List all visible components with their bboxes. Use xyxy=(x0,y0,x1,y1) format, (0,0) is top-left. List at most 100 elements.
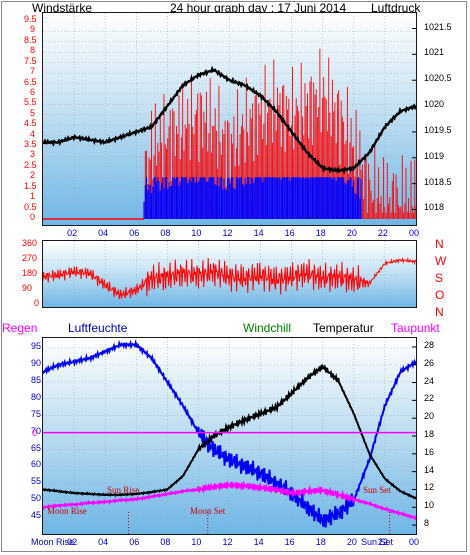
bottom-x-tick-label: 06 xyxy=(129,537,140,547)
wind-direction-plot xyxy=(43,241,416,307)
windchill-legend: Windchill xyxy=(243,321,292,335)
pressure-line xyxy=(43,65,416,175)
bottom-x-tick-label: 16 xyxy=(284,537,295,547)
wind-direction-panel xyxy=(42,240,417,308)
compass-letter: N xyxy=(435,237,444,251)
sun-set-label: Sun Set xyxy=(363,485,391,495)
humidity-temperature-plot: Moon Rise Sun Rise Moon Set Sun Set xyxy=(43,338,416,534)
top-x-tick-label: 18 xyxy=(315,228,326,238)
humidity-tick-label: 85 xyxy=(31,374,42,385)
pressure-tick-label: 1021 xyxy=(424,47,445,58)
pressure-tick-label: 1019 xyxy=(424,150,445,161)
wind-tick-label: 5 xyxy=(30,107,36,118)
humidity-tick-label: 95 xyxy=(31,341,42,352)
humidity-tick-label: 80 xyxy=(31,391,42,402)
humidity-tick-label: 50 xyxy=(31,493,42,504)
bottom-x-tick-label: 22 xyxy=(377,537,388,547)
wind-tick-label: 5.5 xyxy=(24,97,37,108)
wind-tick-label: 1.5 xyxy=(24,180,37,191)
temperature-tick-label: 12 xyxy=(424,482,435,493)
direction-tick-label: 360 xyxy=(22,238,38,248)
moon-rise-label: Moon Rise xyxy=(47,506,87,516)
direction-tick-label: 90 xyxy=(22,283,33,293)
wind-tick-label: 1 xyxy=(30,191,36,202)
wind-pressure-panel xyxy=(42,12,417,226)
wind-tick-label: 6.5 xyxy=(24,76,37,87)
humidity-axis-title: Luftfeuchte xyxy=(68,321,128,335)
temperature-tick-label: 20 xyxy=(424,411,435,422)
top-x-tick-label: 20 xyxy=(346,228,357,238)
temperature-tick-label: 28 xyxy=(424,339,435,350)
pressure-tick-label: 1021.5 xyxy=(424,21,452,32)
bottom-x-tick-label: 18 xyxy=(315,537,326,547)
temperature-tick-label: 18 xyxy=(424,429,435,439)
temperature-tick-label: 14 xyxy=(424,464,435,475)
temperature-legend: Temperatur xyxy=(313,321,374,335)
wind-tick-label: 4.5 xyxy=(24,118,37,129)
bottom-x-tick-label: 14 xyxy=(253,537,264,547)
top-x-tick-label: 14 xyxy=(253,228,264,238)
rain-value-label: 0 xyxy=(32,428,38,438)
bottom-x-tick-label: 02 xyxy=(67,537,78,547)
top-x-tick-label: 08 xyxy=(160,228,171,238)
temperature-tick-label: 24 xyxy=(424,375,435,386)
wind-tick-label: 0 xyxy=(30,212,36,222)
dewpoint-line xyxy=(43,480,416,521)
pressure-tick-label: 1018.5 xyxy=(424,176,452,187)
compass-letter: O xyxy=(435,288,445,302)
compass-letter: S xyxy=(435,271,444,285)
humidity-tick-label: 60 xyxy=(31,459,42,470)
compass-letter: W xyxy=(435,254,447,268)
top-x-tick-label: 02 xyxy=(67,228,78,238)
wind-tick-label: 2.5 xyxy=(24,159,37,170)
wind-direction-line xyxy=(43,257,416,300)
humidity-tick-label: 45 xyxy=(31,510,42,521)
bottom-x-tick-label: 10 xyxy=(191,537,202,547)
humidity-tick-label: 55 xyxy=(31,476,42,487)
chart-title: 24 hour graph day : 17 Juni 2014 xyxy=(170,1,347,15)
wind-pressure-plot xyxy=(43,13,416,225)
humidity-tick-label: 65 xyxy=(31,442,42,453)
direction-tick-label: 270 xyxy=(22,253,38,263)
wind-tick-label: 8.5 xyxy=(24,34,37,45)
direction-tick-label: 180 xyxy=(22,268,38,278)
temperature-tick-label: 16 xyxy=(424,446,435,457)
pressure-tick-label: 1018 xyxy=(424,202,445,213)
humidity-tick-label: 75 xyxy=(31,408,42,419)
top-x-tick-label: 04 xyxy=(98,228,109,238)
pressure-axis-title: Luftdruck xyxy=(371,1,421,15)
top-x-tick-label: 16 xyxy=(284,228,295,238)
wind-tick-label: 7.5 xyxy=(24,55,37,66)
wind-axis-title: Windstärke xyxy=(32,1,93,15)
compass-letter: N xyxy=(435,305,444,319)
top-x-tick-label: 10 xyxy=(191,228,202,238)
wind-tick-label: 4 xyxy=(30,128,36,139)
bottom-x-tick-label: 20 xyxy=(346,537,357,547)
rain-axis-title: Regen xyxy=(2,321,38,335)
dewpoint-legend: Taupunkt xyxy=(391,321,440,335)
sun-set-axis-label: Sun Set xyxy=(361,537,394,547)
moon-rise-axis-label: Moon Rise xyxy=(31,537,75,547)
wind-tick-label: 9.5 xyxy=(24,14,37,24)
wind-tick-label: 0.5 xyxy=(24,201,37,212)
wind-tick-label: 3 xyxy=(30,149,36,160)
wind-tick-label: 3.5 xyxy=(24,139,37,150)
moon-set-label: Moon Set xyxy=(190,506,226,516)
temperature-tick-label: 22 xyxy=(424,393,435,404)
wind-tick-label: 2 xyxy=(30,170,36,181)
bottom-x-tick-label: 00 xyxy=(409,537,420,547)
wind-tick-label: 9 xyxy=(30,24,36,35)
bottom-x-tick-label: 08 xyxy=(160,537,171,547)
humidity-temperature-panel: Moon Rise Sun Rise Moon Set Sun Set xyxy=(42,337,417,535)
top-x-tick-label: 06 xyxy=(129,228,140,238)
sun-rise-label: Sun Rise xyxy=(107,485,139,495)
temperature-tick-label: 26 xyxy=(424,357,435,368)
wind-tick-label: 6 xyxy=(30,86,36,97)
temperature-tick-label: 10 xyxy=(424,500,435,511)
humidity-tick-label: 90 xyxy=(31,358,42,369)
bottom-x-tick-label: 04 xyxy=(98,537,109,547)
pressure-tick-label: 1019.5 xyxy=(424,124,452,135)
pressure-tick-label: 1020.5 xyxy=(424,73,452,84)
